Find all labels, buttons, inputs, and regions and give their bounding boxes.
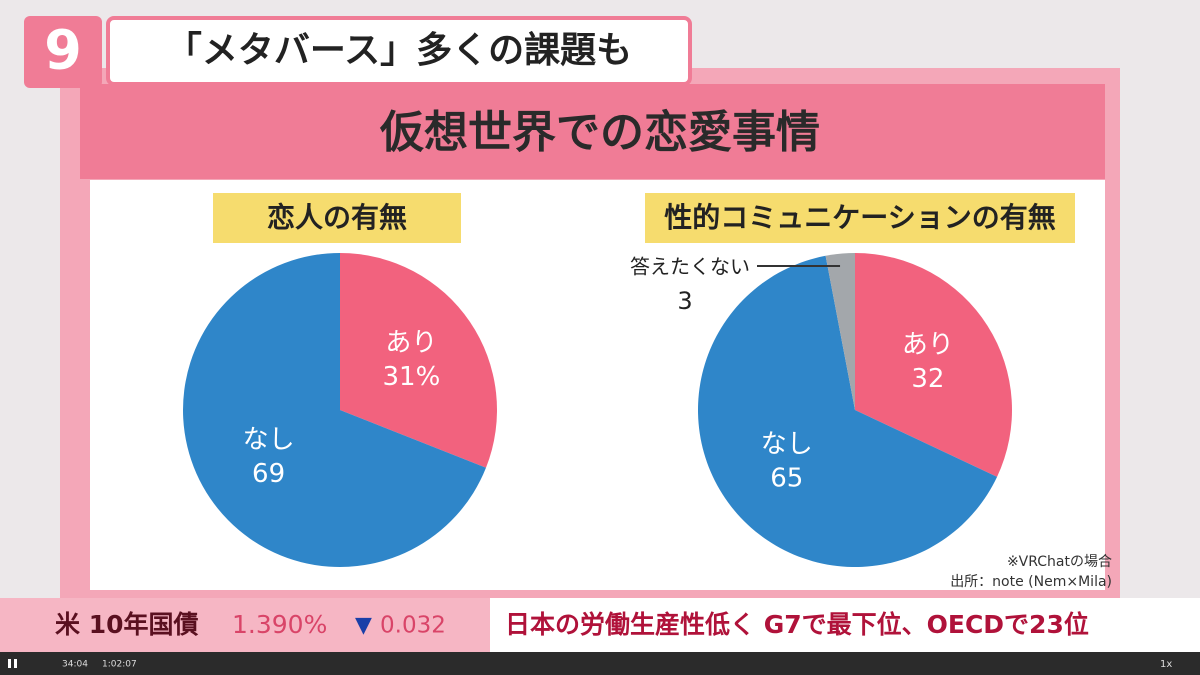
ticker-rate: 1.390%	[232, 610, 327, 639]
ticker-arrow: ▼	[355, 613, 372, 638]
headline: 「メタバース」多くの課題も	[166, 30, 632, 71]
value-label: 69	[252, 459, 285, 489]
duration: 1:02:07	[102, 660, 137, 670]
ticker-news: 日本の労働生産性低く G7で最下位、OECDで23位	[505, 610, 1089, 639]
slice-label: あり	[385, 328, 437, 358]
pause-icon[interactable]	[8, 659, 11, 668]
ticker-news-box	[490, 598, 1200, 652]
pie-slice	[855, 253, 1012, 477]
chart-title-box	[213, 193, 461, 243]
slice-label: なし	[761, 429, 813, 459]
logo: 9	[44, 19, 82, 82]
ticker-label: 米 10年国債	[55, 610, 199, 639]
pie-slice	[698, 255, 998, 568]
value-label: 3	[677, 287, 692, 315]
logo-box	[24, 16, 102, 88]
chart-title: 恋人の有無	[267, 201, 407, 234]
slice-label: 答えたくない	[630, 255, 750, 279]
ticker-change: 0.032	[380, 613, 446, 639]
chart-title: 性的コミュニケーションの有無	[664, 201, 1055, 234]
pie-slice	[340, 253, 498, 468]
chart-title-box	[645, 193, 1075, 243]
title-band	[80, 84, 1105, 179]
pie-slice	[825, 253, 855, 410]
note: ※VRChatの場合	[1007, 554, 1112, 570]
slice-label: あり	[902, 330, 954, 360]
ticker-market	[0, 598, 490, 652]
value-label: 65	[770, 463, 803, 493]
board-title: 仮想世界での恋愛事情	[379, 107, 820, 158]
speed-button[interactable]: 1x	[1160, 659, 1172, 670]
player-bar	[0, 652, 1200, 675]
value-label: 31%	[383, 362, 441, 392]
slice-label: なし	[243, 425, 295, 455]
pause-icon[interactable]	[14, 659, 17, 668]
headline-box	[106, 16, 692, 86]
pie-slice	[183, 253, 486, 567]
value-label: 32	[911, 364, 944, 394]
current-time: 34:04	[62, 660, 88, 670]
source: 出所：note (Nem×Mila)	[950, 574, 1112, 590]
